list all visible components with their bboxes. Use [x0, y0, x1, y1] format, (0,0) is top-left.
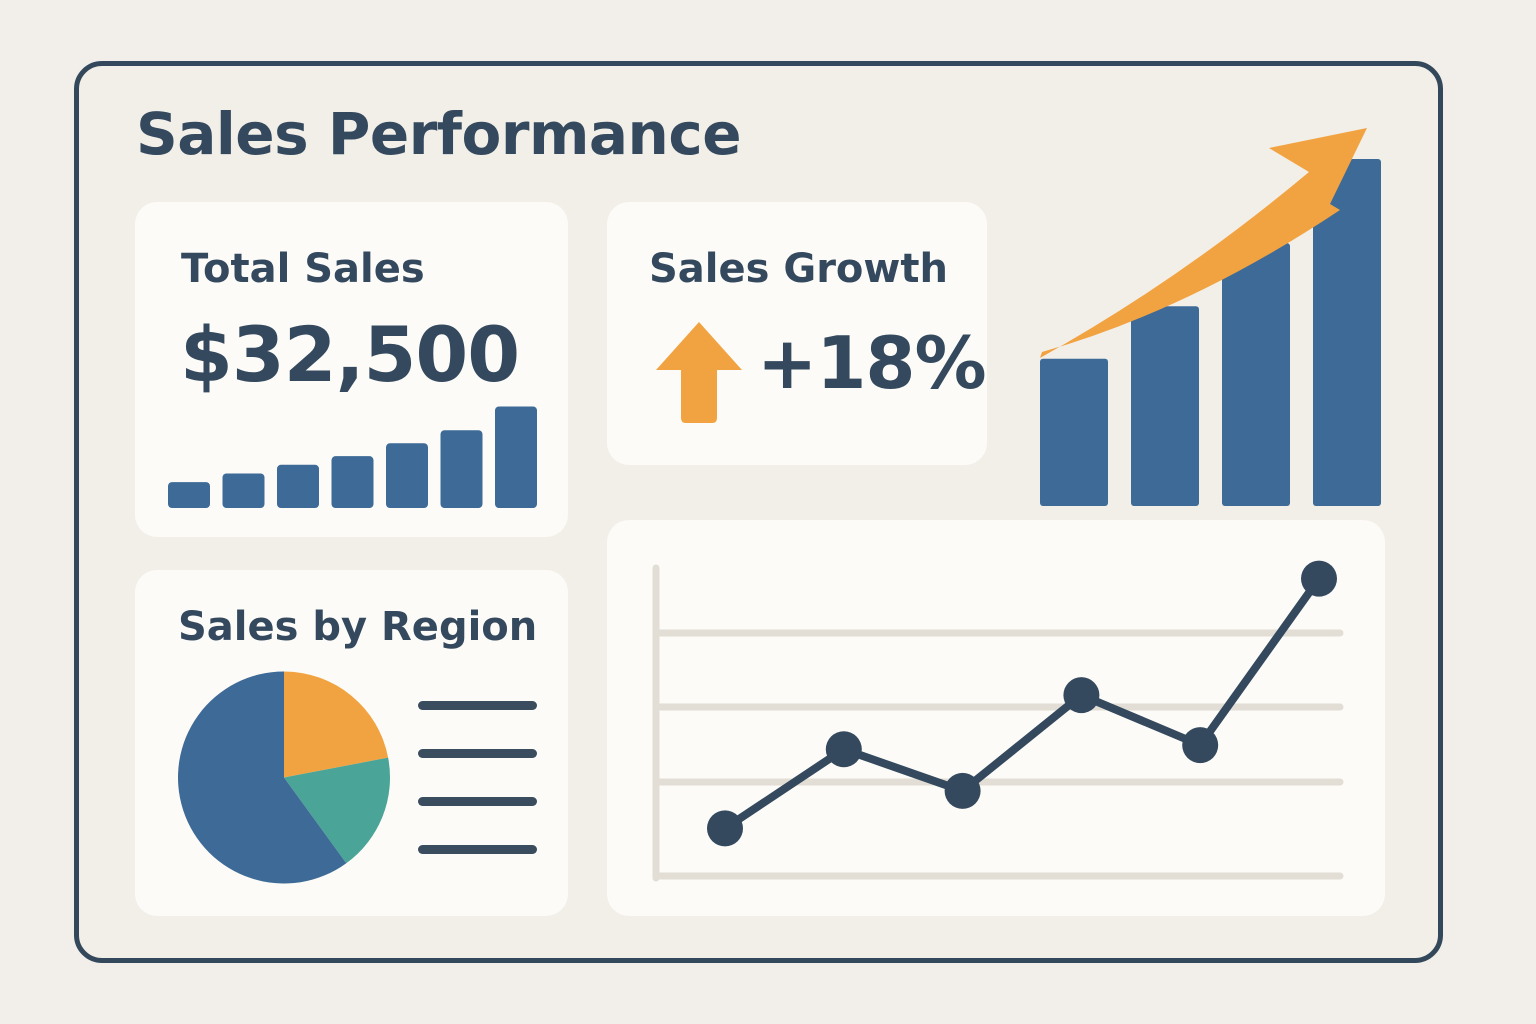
bar: [222, 473, 265, 508]
pie-slice: [284, 671, 389, 778]
bar: [1313, 159, 1381, 506]
legend-line: [418, 845, 537, 854]
growth-bar-chart: [1040, 128, 1381, 506]
pie-slice: [284, 757, 390, 864]
data-point: [1063, 677, 1100, 714]
arrow-up-icon: [656, 322, 742, 423]
sales-growth-card[interactable]: [607, 202, 987, 465]
bar: [440, 430, 483, 508]
bar: [1222, 243, 1290, 506]
bar: [1040, 358, 1108, 506]
bar: [277, 464, 319, 508]
sales-by-region-label: Sales by Region: [178, 604, 538, 650]
sales-growth-label: Sales Growth: [649, 246, 948, 292]
sales-trend-line-chart: [652, 560, 1344, 882]
total-sales-label: Total Sales: [181, 246, 425, 292]
bar: [331, 456, 374, 508]
series-line: [722, 576, 1323, 832]
sales-by-region-pie-chart: [177, 671, 390, 884]
sales-growth-value: +18%: [757, 321, 987, 405]
legend-line: [418, 749, 537, 758]
legend-line: [418, 797, 537, 806]
pie-slice: [177, 671, 347, 884]
data-point: [944, 772, 981, 809]
total-sales-bar-chart: [168, 406, 537, 508]
bar: [495, 406, 537, 508]
page-title: Sales Performance: [136, 100, 742, 168]
bar: [386, 443, 428, 508]
total-sales-value: $32,500: [180, 310, 520, 399]
data-point: [1301, 560, 1337, 597]
legend-line: [418, 701, 537, 710]
data-point: [825, 731, 862, 768]
data-point: [1182, 727, 1219, 764]
sales-trend-card[interactable]: [607, 520, 1385, 916]
bar: [168, 482, 210, 508]
bar: [1131, 306, 1199, 506]
trend-arrow-icon: [1040, 128, 1367, 358]
data-point: [707, 810, 743, 847]
